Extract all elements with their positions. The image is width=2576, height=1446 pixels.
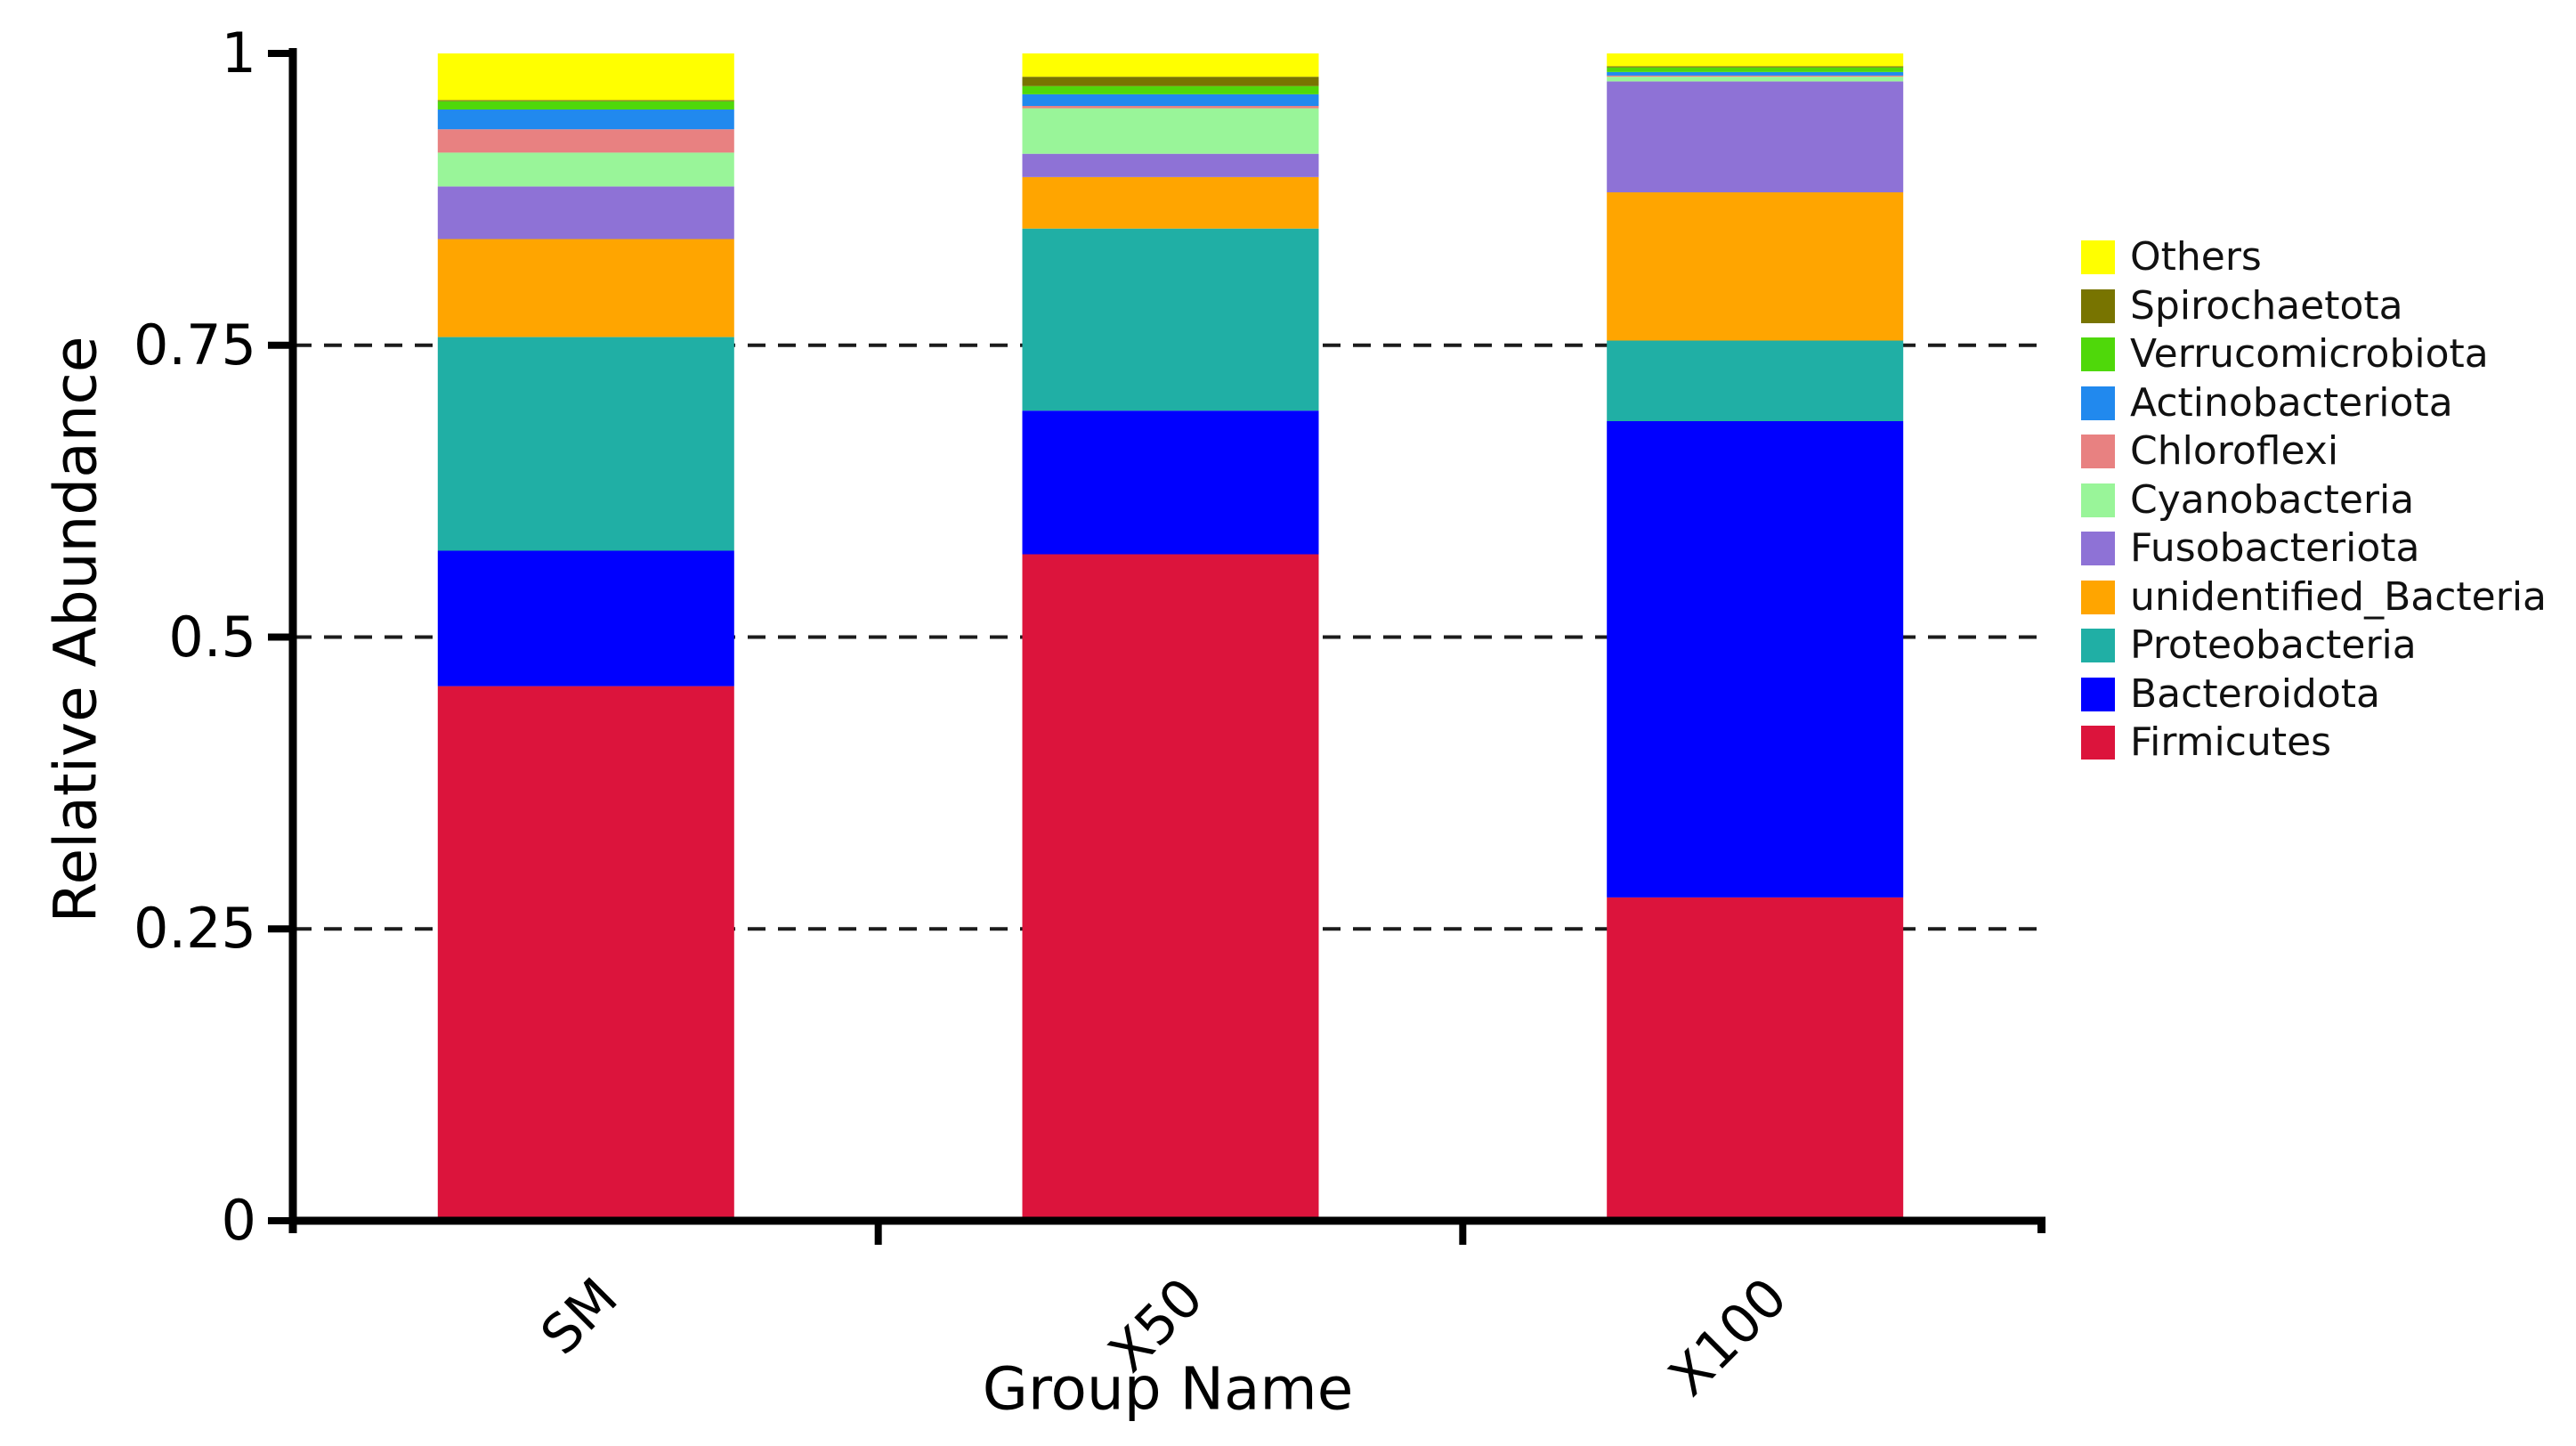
y-tick-label-1: 1	[221, 20, 256, 85]
legend-item-spirochaetota: Spirochaetota	[2081, 282, 2547, 331]
legend-item-unidentified-bacteria: unidentified_Bacteria	[2081, 573, 2547, 622]
legend-label: Actinobacteriota	[2130, 379, 2453, 426]
bar-segment-Chloroflexi-X100	[1607, 75, 1904, 77]
bar-segment-unidentified_Bacteria-X100	[1607, 192, 1904, 341]
bar-segment-Bacteroidota-X100	[1607, 421, 1904, 898]
legend-item-fusobacteriota: Fusobacteriota	[2081, 524, 2547, 573]
bar-segment-Fusobacteriota-X50	[1022, 153, 1319, 177]
bar-segment-Proteobacteria-X50	[1022, 228, 1319, 411]
x-axis-title: Group Name	[982, 1354, 1354, 1424]
bar-segment-Firmicutes-X50	[1022, 554, 1319, 1221]
bar-segment-Verrucomicrobiota-X50	[1022, 85, 1319, 94]
bar-segment-Verrucomicrobiota-SM	[437, 101, 734, 110]
legend-label: Chloroflexi	[2130, 428, 2339, 475]
legend-label: Spirochaetota	[2130, 282, 2403, 329]
bar-segment-Firmicutes-SM	[437, 686, 734, 1221]
y-tick-label-0: 0	[221, 1188, 256, 1253]
bar-segment-Others-X100	[1607, 53, 1904, 67]
legend-swatch-spirochaetota	[2081, 288, 2115, 323]
legend-swatch-unidentified-bacteria	[2081, 580, 2115, 614]
legend-label: Cyanobacteria	[2130, 476, 2415, 523]
legend-swatch-fusobacteriota	[2081, 532, 2115, 566]
bar-segment-Others-X50	[1022, 53, 1319, 77]
legend-swatch-cyanobacteria	[2081, 483, 2115, 517]
legend-item-firmicutes: Firmicutes	[2081, 719, 2547, 768]
bar-segment-Cyanobacteria-X50	[1022, 108, 1319, 154]
bar-segment-Cyanobacteria-X100	[1607, 77, 1904, 82]
bar-segment-Spirochaetota-X50	[1022, 77, 1319, 86]
legend-label: Verrucomicrobiota	[2130, 331, 2489, 378]
legend-item-proteobacteria: Proteobacteria	[2081, 621, 2547, 670]
bar-segment-Chloroflexi-SM	[437, 129, 734, 153]
legend-item-bacteroidota: Bacteroidota	[2081, 670, 2547, 719]
legend-item-verrucomicrobiota: Verrucomicrobiota	[2081, 330, 2547, 379]
legend-label: unidentified_Bacteria	[2130, 573, 2548, 620]
legend-swatch-chloroflexi	[2081, 435, 2115, 469]
bar-segment-Spirochaetota-SM	[437, 100, 734, 102]
bar-segment-Firmicutes-X100	[1607, 897, 1904, 1221]
bar-segment-Fusobacteriota-SM	[437, 186, 734, 240]
bar-segment-Actinobacteriota-X50	[1022, 93, 1319, 106]
legend-swatch-proteobacteria	[2081, 629, 2115, 663]
bar-segment-Proteobacteria-SM	[437, 337, 734, 551]
legend-swatch-others	[2081, 240, 2115, 275]
bar-segment-Proteobacteria-X100	[1607, 340, 1904, 421]
legend-item-others: Others	[2081, 233, 2547, 282]
bar-segment-Actinobacteriota-X100	[1607, 72, 1904, 76]
bar-segment-Actinobacteriota-SM	[437, 109, 734, 130]
legend-item-cyanobacteria: Cyanobacteria	[2081, 476, 2547, 525]
legend-item-actinobacteriota: Actinobacteriota	[2081, 379, 2547, 428]
legend-label: Fusobacteriota	[2130, 525, 2420, 572]
y-tick-label-05: 0.5	[168, 605, 256, 670]
legend-swatch-verrucomicrobiota	[2081, 337, 2115, 372]
bar-segment-Spirochaetota-X100	[1607, 66, 1904, 68]
bar-segment-Chloroflexi-X50	[1022, 106, 1319, 109]
legend-label: Proteobacteria	[2130, 622, 2417, 669]
legend-swatch-firmicutes	[2081, 726, 2115, 760]
legend-swatch-actinobacteriota	[2081, 386, 2115, 420]
legend-swatch-bacteroidota	[2081, 677, 2115, 711]
bar-segment-Bacteroidota-X50	[1022, 410, 1319, 555]
legend-label: Firmicutes	[2130, 719, 2332, 766]
y-tick-label-075: 0.75	[133, 313, 256, 378]
legend-item-chloroflexi: Chloroflexi	[2081, 427, 2547, 476]
bar-segment-Fusobacteriota-X100	[1607, 81, 1904, 192]
legend-label: Bacteroidota	[2130, 670, 2380, 717]
bar-segment-Bacteroidota-SM	[437, 550, 734, 686]
bar-segment-unidentified_Bacteria-SM	[437, 239, 734, 337]
bar-segment-unidentified_Bacteria-X50	[1022, 177, 1319, 229]
bar-segment-Cyanobacteria-SM	[437, 152, 734, 187]
legend: Others Spirochaetota Verrucomicrobiota A…	[2081, 233, 2547, 768]
y-tick-label-025: 0.25	[133, 896, 256, 961]
legend-label: Others	[2130, 234, 2262, 280]
bar-segment-Verrucomicrobiota-X100	[1607, 67, 1904, 72]
bar-segment-Others-SM	[437, 53, 734, 101]
